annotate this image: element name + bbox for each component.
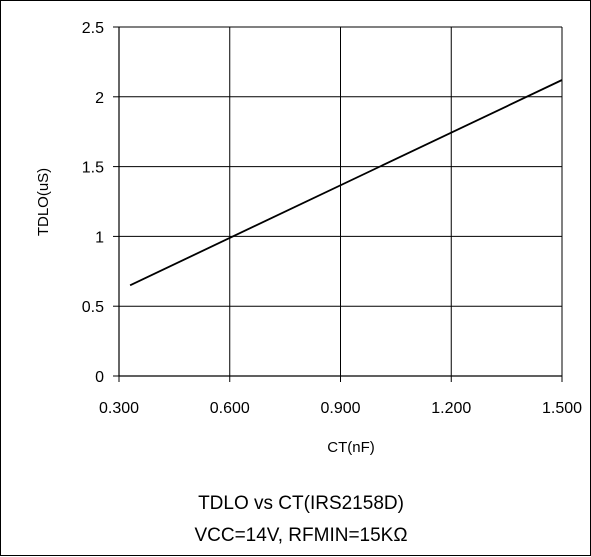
x-tick-label: 0.300 bbox=[99, 400, 139, 417]
y-tick-label: 1 bbox=[95, 229, 104, 246]
x-tick-label: 1.200 bbox=[431, 400, 471, 417]
y-axis-label: TDLO(uS) bbox=[35, 168, 52, 236]
grid bbox=[119, 26, 563, 376]
y-tick-label: 2.5 bbox=[82, 20, 104, 37]
x-tick-label: 1.500 bbox=[542, 400, 582, 417]
chart-caption-line-1: TDLO vs CT(IRS2158D) bbox=[198, 493, 404, 514]
series-line bbox=[129, 79, 563, 287]
axes bbox=[113, 26, 563, 382]
series bbox=[129, 79, 563, 287]
y-tick-label: 2 bbox=[95, 90, 104, 107]
x-tick-label: 0.900 bbox=[320, 400, 360, 417]
x-tick-labels: 0.300 0.600 0.900 1.200 1.500 bbox=[99, 400, 582, 417]
y-tick-label: 0.5 bbox=[82, 299, 104, 316]
y-tick-label: 0 bbox=[95, 369, 104, 386]
x-tick-label: 0.600 bbox=[210, 400, 250, 417]
y-tick-label: 1.5 bbox=[82, 160, 104, 177]
y-tick-labels: 0 0.5 1 1.5 2 2.5 bbox=[82, 20, 104, 386]
x-axis-label: CT(nF) bbox=[327, 439, 375, 456]
chart-caption-line-2: VCC=14V, RFMIN=15KΩ bbox=[194, 525, 407, 546]
